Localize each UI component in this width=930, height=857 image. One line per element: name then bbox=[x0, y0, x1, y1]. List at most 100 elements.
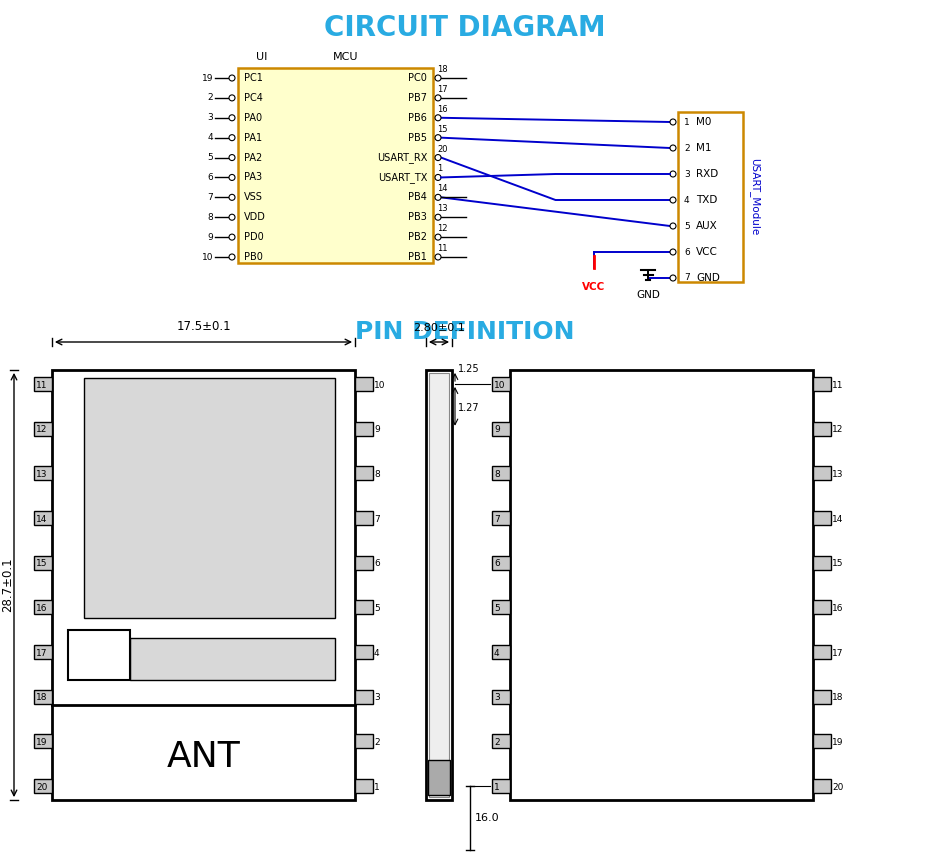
Circle shape bbox=[229, 115, 235, 121]
Text: M0: M0 bbox=[696, 117, 711, 127]
Text: VCC: VCC bbox=[696, 247, 718, 257]
Circle shape bbox=[670, 223, 676, 229]
Text: PB6: PB6 bbox=[408, 113, 427, 123]
Bar bbox=[34, 779, 52, 793]
Bar bbox=[84, 378, 335, 618]
Text: 3: 3 bbox=[374, 693, 379, 702]
Text: PC4: PC4 bbox=[244, 93, 263, 103]
Text: 2: 2 bbox=[494, 738, 499, 746]
Text: 2: 2 bbox=[207, 93, 213, 102]
Text: GND: GND bbox=[696, 273, 720, 283]
Text: 19: 19 bbox=[832, 738, 844, 746]
Text: 2: 2 bbox=[684, 143, 690, 153]
Bar bbox=[130, 638, 335, 680]
Text: 16: 16 bbox=[832, 604, 844, 613]
Bar bbox=[355, 511, 373, 525]
Text: VDD: VDD bbox=[244, 213, 266, 222]
Text: 14: 14 bbox=[437, 184, 447, 194]
Text: 11: 11 bbox=[832, 381, 844, 389]
Text: PB2: PB2 bbox=[408, 232, 427, 243]
Text: MCU: MCU bbox=[333, 52, 358, 62]
Bar bbox=[492, 601, 510, 614]
Text: 2.80±0.1: 2.80±0.1 bbox=[413, 323, 465, 333]
Text: 6: 6 bbox=[684, 248, 690, 256]
Bar bbox=[813, 555, 831, 570]
Bar bbox=[34, 466, 52, 480]
Text: 4: 4 bbox=[374, 649, 379, 657]
Circle shape bbox=[435, 195, 441, 201]
Text: 28.7±0.1: 28.7±0.1 bbox=[2, 558, 15, 612]
Bar bbox=[34, 511, 52, 525]
Circle shape bbox=[229, 175, 235, 181]
Bar bbox=[492, 422, 510, 435]
Text: PC0: PC0 bbox=[408, 73, 427, 83]
Text: 12: 12 bbox=[36, 425, 47, 434]
Text: PB4: PB4 bbox=[408, 192, 427, 202]
Text: VCC: VCC bbox=[582, 282, 605, 292]
Text: 20: 20 bbox=[437, 145, 447, 153]
Bar bbox=[34, 645, 52, 659]
Text: IPX: IPX bbox=[88, 648, 110, 662]
Text: 1: 1 bbox=[374, 782, 379, 792]
Text: GND: GND bbox=[636, 290, 660, 300]
Bar bbox=[355, 601, 373, 614]
Text: 13: 13 bbox=[437, 204, 447, 213]
Text: 5: 5 bbox=[374, 604, 379, 613]
Bar bbox=[492, 511, 510, 525]
Bar bbox=[355, 690, 373, 704]
Text: 15: 15 bbox=[437, 124, 447, 134]
Bar bbox=[355, 377, 373, 391]
Bar bbox=[813, 466, 831, 480]
Text: 18: 18 bbox=[36, 693, 47, 702]
Bar bbox=[426, 370, 452, 800]
Text: PA2: PA2 bbox=[244, 153, 262, 163]
Text: PC1: PC1 bbox=[244, 73, 263, 83]
Text: AUX: AUX bbox=[696, 221, 718, 231]
Bar bbox=[813, 511, 831, 525]
Text: 9: 9 bbox=[374, 425, 379, 434]
Text: 7: 7 bbox=[684, 273, 690, 283]
Text: PB7: PB7 bbox=[408, 93, 427, 103]
Text: 19: 19 bbox=[202, 74, 213, 82]
Bar bbox=[355, 466, 373, 480]
Text: 2: 2 bbox=[374, 738, 379, 746]
Circle shape bbox=[229, 254, 235, 260]
Text: 17: 17 bbox=[832, 649, 844, 657]
Text: USART_TX: USART_TX bbox=[378, 172, 427, 183]
Text: PB1: PB1 bbox=[408, 252, 427, 262]
Circle shape bbox=[229, 135, 235, 141]
Text: 3: 3 bbox=[684, 170, 690, 178]
Text: PIN DEFINITION: PIN DEFINITION bbox=[355, 320, 575, 344]
Bar bbox=[813, 601, 831, 614]
Bar bbox=[813, 734, 831, 748]
Text: 6: 6 bbox=[494, 559, 499, 568]
Text: 17: 17 bbox=[36, 649, 47, 657]
Bar bbox=[34, 555, 52, 570]
Bar bbox=[813, 377, 831, 391]
Bar bbox=[492, 377, 510, 391]
Bar bbox=[34, 377, 52, 391]
Text: PB3: PB3 bbox=[408, 213, 427, 222]
Bar bbox=[355, 779, 373, 793]
Bar bbox=[355, 555, 373, 570]
Text: 14: 14 bbox=[36, 514, 47, 524]
Text: 3: 3 bbox=[494, 693, 499, 702]
Bar bbox=[34, 690, 52, 704]
Bar bbox=[492, 645, 510, 659]
Text: CIRCUIT DIAGRAM: CIRCUIT DIAGRAM bbox=[325, 14, 605, 42]
Bar bbox=[510, 370, 813, 800]
Text: 16.0: 16.0 bbox=[475, 813, 499, 823]
Text: 8: 8 bbox=[374, 470, 379, 479]
Circle shape bbox=[229, 154, 235, 160]
Bar bbox=[492, 734, 510, 748]
Text: 11: 11 bbox=[437, 244, 447, 253]
Circle shape bbox=[435, 214, 441, 220]
Bar bbox=[492, 555, 510, 570]
Bar bbox=[492, 690, 510, 704]
Text: 4: 4 bbox=[207, 133, 213, 142]
Bar bbox=[813, 690, 831, 704]
Text: 18: 18 bbox=[832, 693, 844, 702]
Text: 7: 7 bbox=[494, 514, 499, 524]
Text: 3: 3 bbox=[207, 113, 213, 123]
Text: 12: 12 bbox=[832, 425, 844, 434]
